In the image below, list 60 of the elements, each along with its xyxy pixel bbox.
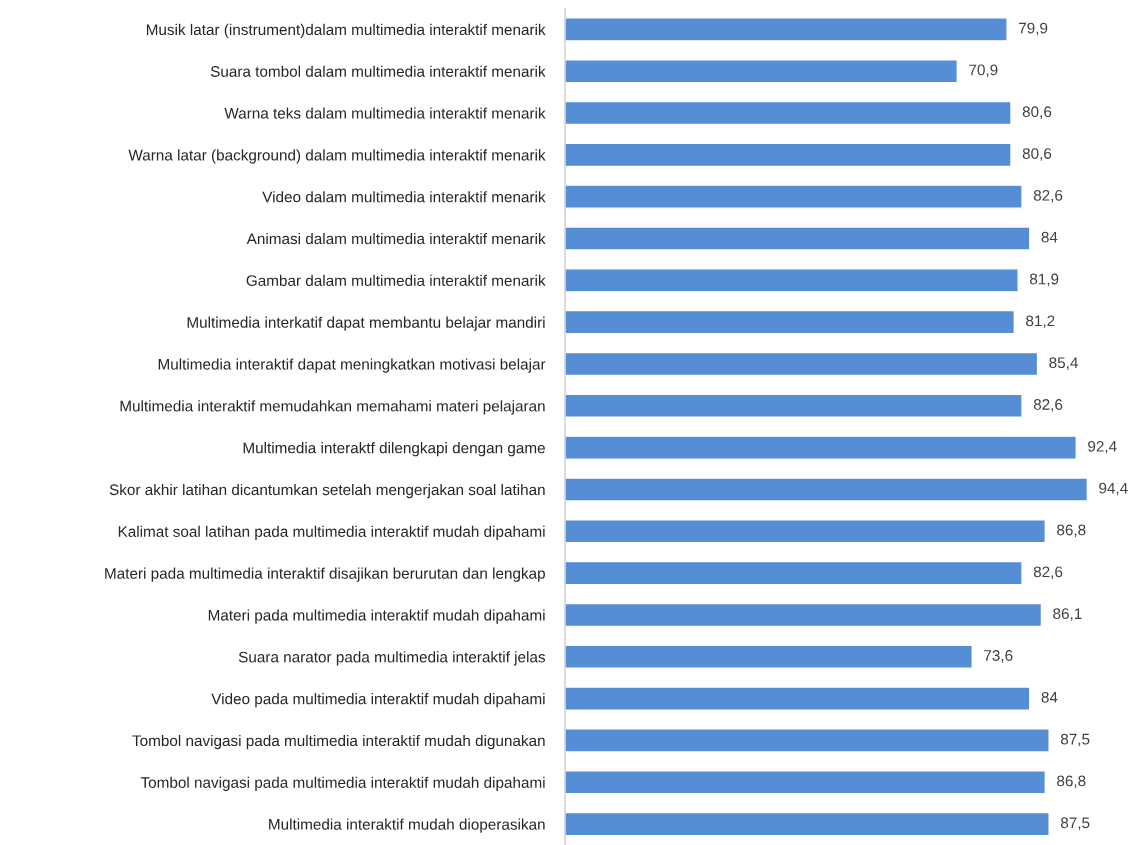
bar: [565, 728, 1050, 753]
y-tick-label: Materi pada multimedia interaktif mudah dipahami: [208, 609, 545, 624]
bar: [565, 686, 1031, 711]
bar: [565, 644, 973, 669]
bar: [565, 184, 1023, 209]
y-tick-label: Multimedia interkatif dapat membantu belajar mandiri: [187, 316, 545, 331]
y-tick-label: Video pada multimedia interaktif mudah dipahami: [211, 693, 545, 708]
data-label: 92,4: [1088, 440, 1117, 454]
data-label: 85,4: [1049, 357, 1078, 370]
data-label: 94,4: [1099, 482, 1128, 496]
data-label: 84: [1041, 231, 1058, 243]
data-label: 73,6: [984, 650, 1013, 663]
y-tick-label: Warna teks dalam multimedia interaktif menarik: [224, 107, 546, 119]
y-tick-label: Musik latar (instrument)dalam multimedia interaktif menarik: [146, 23, 546, 39]
y-tick-label: Multimedia interaktf dilengkapi dengan game: [243, 442, 545, 457]
y-tick-label: Multimedia interaktif memudahkan memahami materi pelajaran: [120, 400, 545, 415]
y-tick-label: Gambar dalam multimedia interaktif menarik: [246, 274, 546, 287]
bar: [565, 477, 1089, 502]
data-label: 87,5: [1060, 733, 1090, 747]
y-tick-label: Warna latar (background) dalam multimedia interaktif menarik: [128, 149, 546, 164]
data-label: 80,6: [1022, 106, 1052, 119]
bar: [565, 309, 1016, 335]
data-label: 81,9: [1029, 273, 1059, 287]
y-tick-label: Suara narator pada multimedia interaktif jelas: [238, 651, 546, 666]
bar: [565, 519, 1046, 544]
y-tick-label: Skor akhir latihan dicantumkan setelah mengerjakan soal latihan: [109, 483, 545, 499]
bar: [565, 268, 1019, 293]
data-label: 86,8: [1057, 524, 1086, 538]
data-label: 81,2: [1026, 315, 1055, 329]
bar: [565, 602, 1043, 628]
y-tick-label: Tombol navigasi pada multimedia interaktif mudah digunakan: [132, 734, 545, 750]
y-tick-label: Video dalam multimedia interaktif menarik: [262, 191, 546, 203]
y-tick-label: Multimedia interaktif dapat meningkatkan motivasi belajar: [158, 358, 546, 373]
y-tick-label: Kalimat soal latihan pada multimedia interaktif mudah dipahami: [118, 525, 545, 540]
y-tick-label: Multimedia interaktif mudah dioperasikan: [269, 818, 545, 833]
data-label: 82,6: [1033, 189, 1063, 203]
data-label: 79,9: [1019, 22, 1048, 36]
data-label: 70,9: [969, 64, 998, 78]
bar: [565, 393, 1023, 419]
data-label: 82,6: [1033, 566, 1063, 580]
data-label: 86,8: [1057, 775, 1086, 789]
bar: [565, 435, 1077, 460]
bar: [565, 770, 1046, 795]
bar: [565, 17, 1008, 42]
data-label: 82,6: [1033, 399, 1063, 412]
y-tick-label: Suara tombol dalam multimedia interaktif menarik: [210, 65, 546, 77]
bar: [565, 100, 1012, 126]
y-tick-label: Materi pada multimedia interaktif disajikan berurutan dan lengkap: [105, 567, 545, 582]
bar: [565, 142, 1012, 168]
bar: [565, 811, 1050, 837]
y-tick-label: Animasi dalam multimedia interaktif menarik: [246, 232, 546, 245]
data-label: 80,6: [1022, 148, 1052, 161]
data-label: 84: [1041, 691, 1058, 703]
bar: [565, 560, 1023, 586]
data-label: 87,5: [1060, 817, 1090, 830]
data-label: 86,1: [1053, 608, 1082, 621]
y-tick-label: Tombol navigasi pada multimedia interaktif mudah dipahami: [140, 776, 545, 791]
bar: [565, 351, 1039, 377]
bar: [565, 226, 1031, 251]
bar: [565, 58, 959, 84]
